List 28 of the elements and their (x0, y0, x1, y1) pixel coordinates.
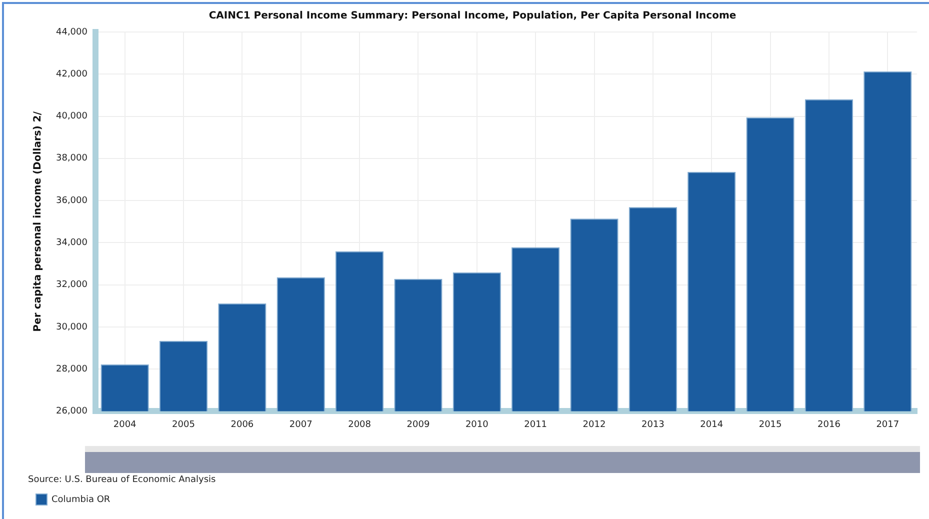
x-tick-label: 2008 (348, 420, 372, 430)
y-tick-label: 26,000 (56, 406, 88, 417)
x-tick-label: 2012 (582, 420, 606, 430)
y-tick-label: 42,000 (56, 69, 88, 80)
y-tick-label: 30,000 (56, 322, 88, 332)
x-tick-label: 2006 (230, 420, 254, 430)
chart-title: CAINC1 Personal Income Summary: Personal Income, Population, Per Capita Personal Income (208, 10, 736, 22)
x-tick-label: 2009 (406, 420, 430, 430)
x-tick-label: 2016 (818, 420, 841, 430)
y-tick-label: 34,000 (56, 238, 88, 248)
legend-label: Columbia OR (52, 494, 110, 505)
y-tick-label: 40,000 (56, 112, 88, 122)
y-tick-label: 28,000 (56, 364, 88, 374)
y-axis-title: Per capita personal income (Dollars) 2/ (32, 111, 44, 332)
y-tick-label: 36,000 (56, 196, 88, 206)
x-tick-label: 2007 (289, 420, 312, 430)
x-tick-label: 2011 (524, 420, 548, 430)
x-tick-label: 2014 (700, 420, 724, 430)
x-tick-label: 2013 (641, 420, 664, 430)
y-tick-label: 44,000 (56, 27, 88, 38)
x-tick-label: 2015 (758, 420, 782, 430)
x-tick-label: 2005 (172, 420, 195, 430)
source-note: Source: U.S. Bureau of Economic Analysis (28, 474, 216, 485)
y-tick-label: 32,000 (56, 280, 88, 290)
x-tick-label: 2004 (113, 420, 137, 430)
x-tick-label: 2010 (465, 420, 489, 430)
x-tick-label: 2017 (876, 420, 900, 430)
y-tick-label: 38,000 (56, 154, 88, 164)
